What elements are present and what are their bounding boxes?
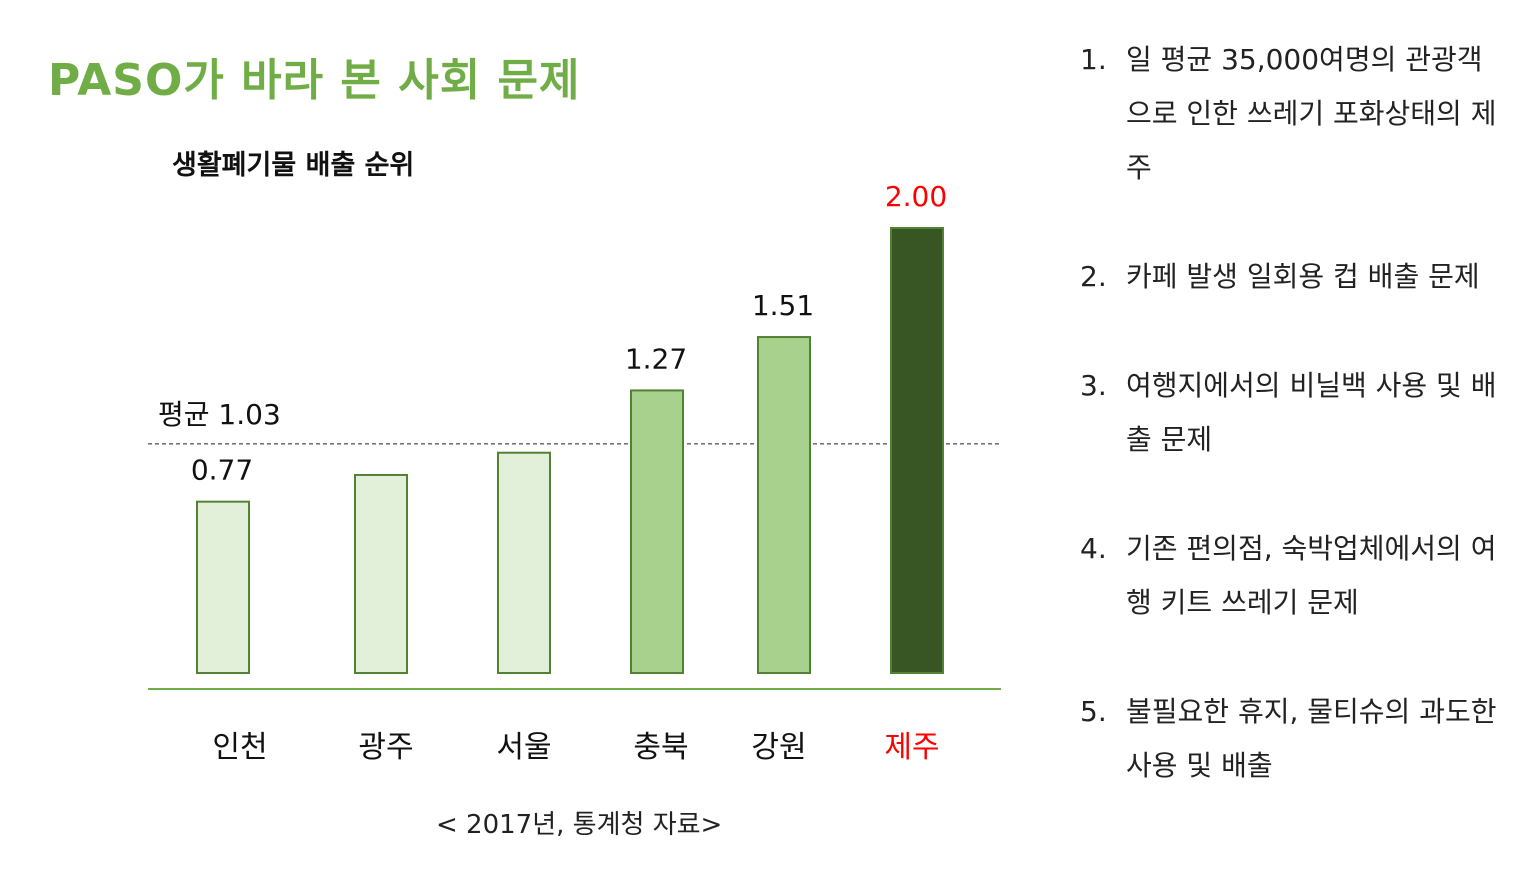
bar-제주 [890, 227, 944, 674]
issue-item: 4. 기존 편의점, 숙박업체에서의 여행 키트 쓰레기 문제 [1080, 522, 1500, 630]
bar-서울 [497, 451, 551, 674]
issue-text: 일 평균 35,000여명의 관광객으로 인한 쓰레기 포화상태의 제주 [1126, 43, 1497, 184]
category-label-제주: 제주 [884, 730, 939, 765]
data-label-충북: 1.27 [625, 342, 687, 375]
issue-item: 5. 불필요한 휴지, 물티슈의 과도한 사용 및 배출 [1080, 685, 1500, 793]
chart-title: 생활폐기물 배출 순위 [172, 150, 415, 181]
category-label-충북: 충북 [633, 730, 688, 765]
issue-text: 불필요한 휴지, 물티슈의 과도한 사용 및 배출 [1126, 695, 1497, 782]
issue-number: 2. [1080, 260, 1107, 293]
data-label-제주: 2.00 [885, 180, 947, 213]
category-label-서울: 서울 [496, 730, 551, 765]
bar-충북 [630, 389, 684, 674]
issue-number: 4. [1080, 532, 1107, 565]
issue-list: 1. 일 평균 35,000여명의 관광객으로 인한 쓰레기 포화상태의 제주 … [1080, 33, 1500, 848]
category-label-광주: 광주 [358, 730, 413, 765]
bar-강원 [757, 336, 811, 674]
bar-인천 [196, 500, 250, 674]
issue-text: 기존 편의점, 숙박업체에서의 여행 키트 쓰레기 문제 [1126, 532, 1497, 619]
issue-number: 3. [1080, 369, 1107, 402]
bar-chart: 평균 1.03 0.77 인천 광주 서울 1.27 충북 1.51 강원 2.00 제주 [148, 180, 1001, 765]
issue-text: 카페 발생 일회용 컵 배출 문제 [1126, 260, 1480, 293]
issue-item: 1. 일 평균 35,000여명의 관광객으로 인한 쓰레기 포화상태의 제주 [1080, 33, 1500, 195]
bar-광주 [354, 473, 408, 674]
data-label-강원: 1.51 [752, 289, 814, 322]
category-label-인천: 인천 [212, 730, 267, 765]
issue-text: 여행지에서의 비닐백 사용 및 배출 문제 [1126, 369, 1497, 456]
issue-number: 5. [1080, 695, 1107, 728]
source-note: < 2017년, 통계청 자료> [436, 810, 723, 840]
average-label: 평균 1.03 [158, 398, 281, 431]
data-label-인천: 0.77 [191, 454, 253, 487]
issue-item: 2. 카페 발생 일회용 컵 배출 문제 [1080, 250, 1500, 304]
issue-item: 3. 여행지에서의 비닐백 사용 및 배출 문제 [1080, 359, 1500, 467]
category-label-강원: 강원 [751, 730, 806, 765]
issue-number: 1. [1080, 43, 1107, 76]
slide-title: PASO가 바라 본 사회 문제 [48, 55, 581, 106]
